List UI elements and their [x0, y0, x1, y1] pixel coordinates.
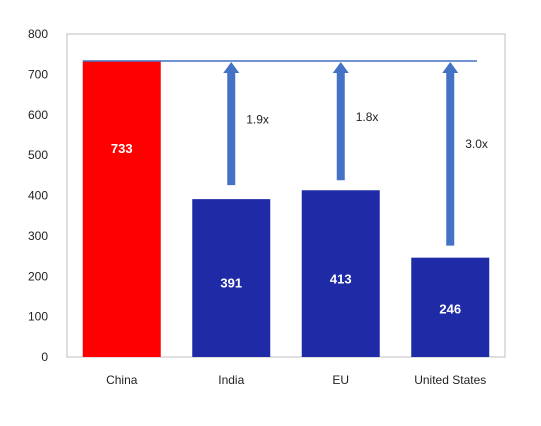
x-label-united-states: United States — [414, 373, 486, 387]
x-label-india: India — [218, 373, 244, 387]
y-tick-label-300: 300 — [28, 229, 48, 243]
arrow-united-states — [442, 62, 459, 246]
arrow-eu — [332, 62, 349, 181]
data-label-china: 733 — [111, 141, 133, 156]
y-tick-label-0: 0 — [41, 350, 48, 364]
multiplier-label-eu: 1.8x — [356, 110, 379, 124]
y-tick-label-800: 800 — [28, 27, 48, 41]
y-tick-label-600: 600 — [28, 108, 48, 122]
data-label-united-states: 246 — [439, 301, 461, 316]
x-label-china: China — [106, 373, 138, 387]
plot-area-border — [66, 33, 506, 358]
y-tick-label-700: 700 — [28, 67, 48, 81]
arrow-india — [223, 62, 240, 186]
x-label-eu: EU — [332, 373, 349, 387]
bar-eu — [301, 190, 380, 357]
multiplier-label-united-states: 3.0x — [465, 137, 488, 151]
bar-united-states — [411, 257, 490, 357]
y-tick-label-400: 400 — [28, 189, 48, 203]
multiplier-label-india: 1.9x — [246, 112, 269, 126]
y-tick-label-200: 200 — [28, 269, 48, 283]
bar-india — [192, 199, 271, 357]
bar-china — [82, 61, 161, 358]
y-tick-label-500: 500 — [28, 148, 48, 162]
y-tick-label-100: 100 — [28, 310, 48, 324]
data-label-eu: 413 — [330, 272, 352, 287]
data-label-india: 391 — [220, 276, 242, 291]
